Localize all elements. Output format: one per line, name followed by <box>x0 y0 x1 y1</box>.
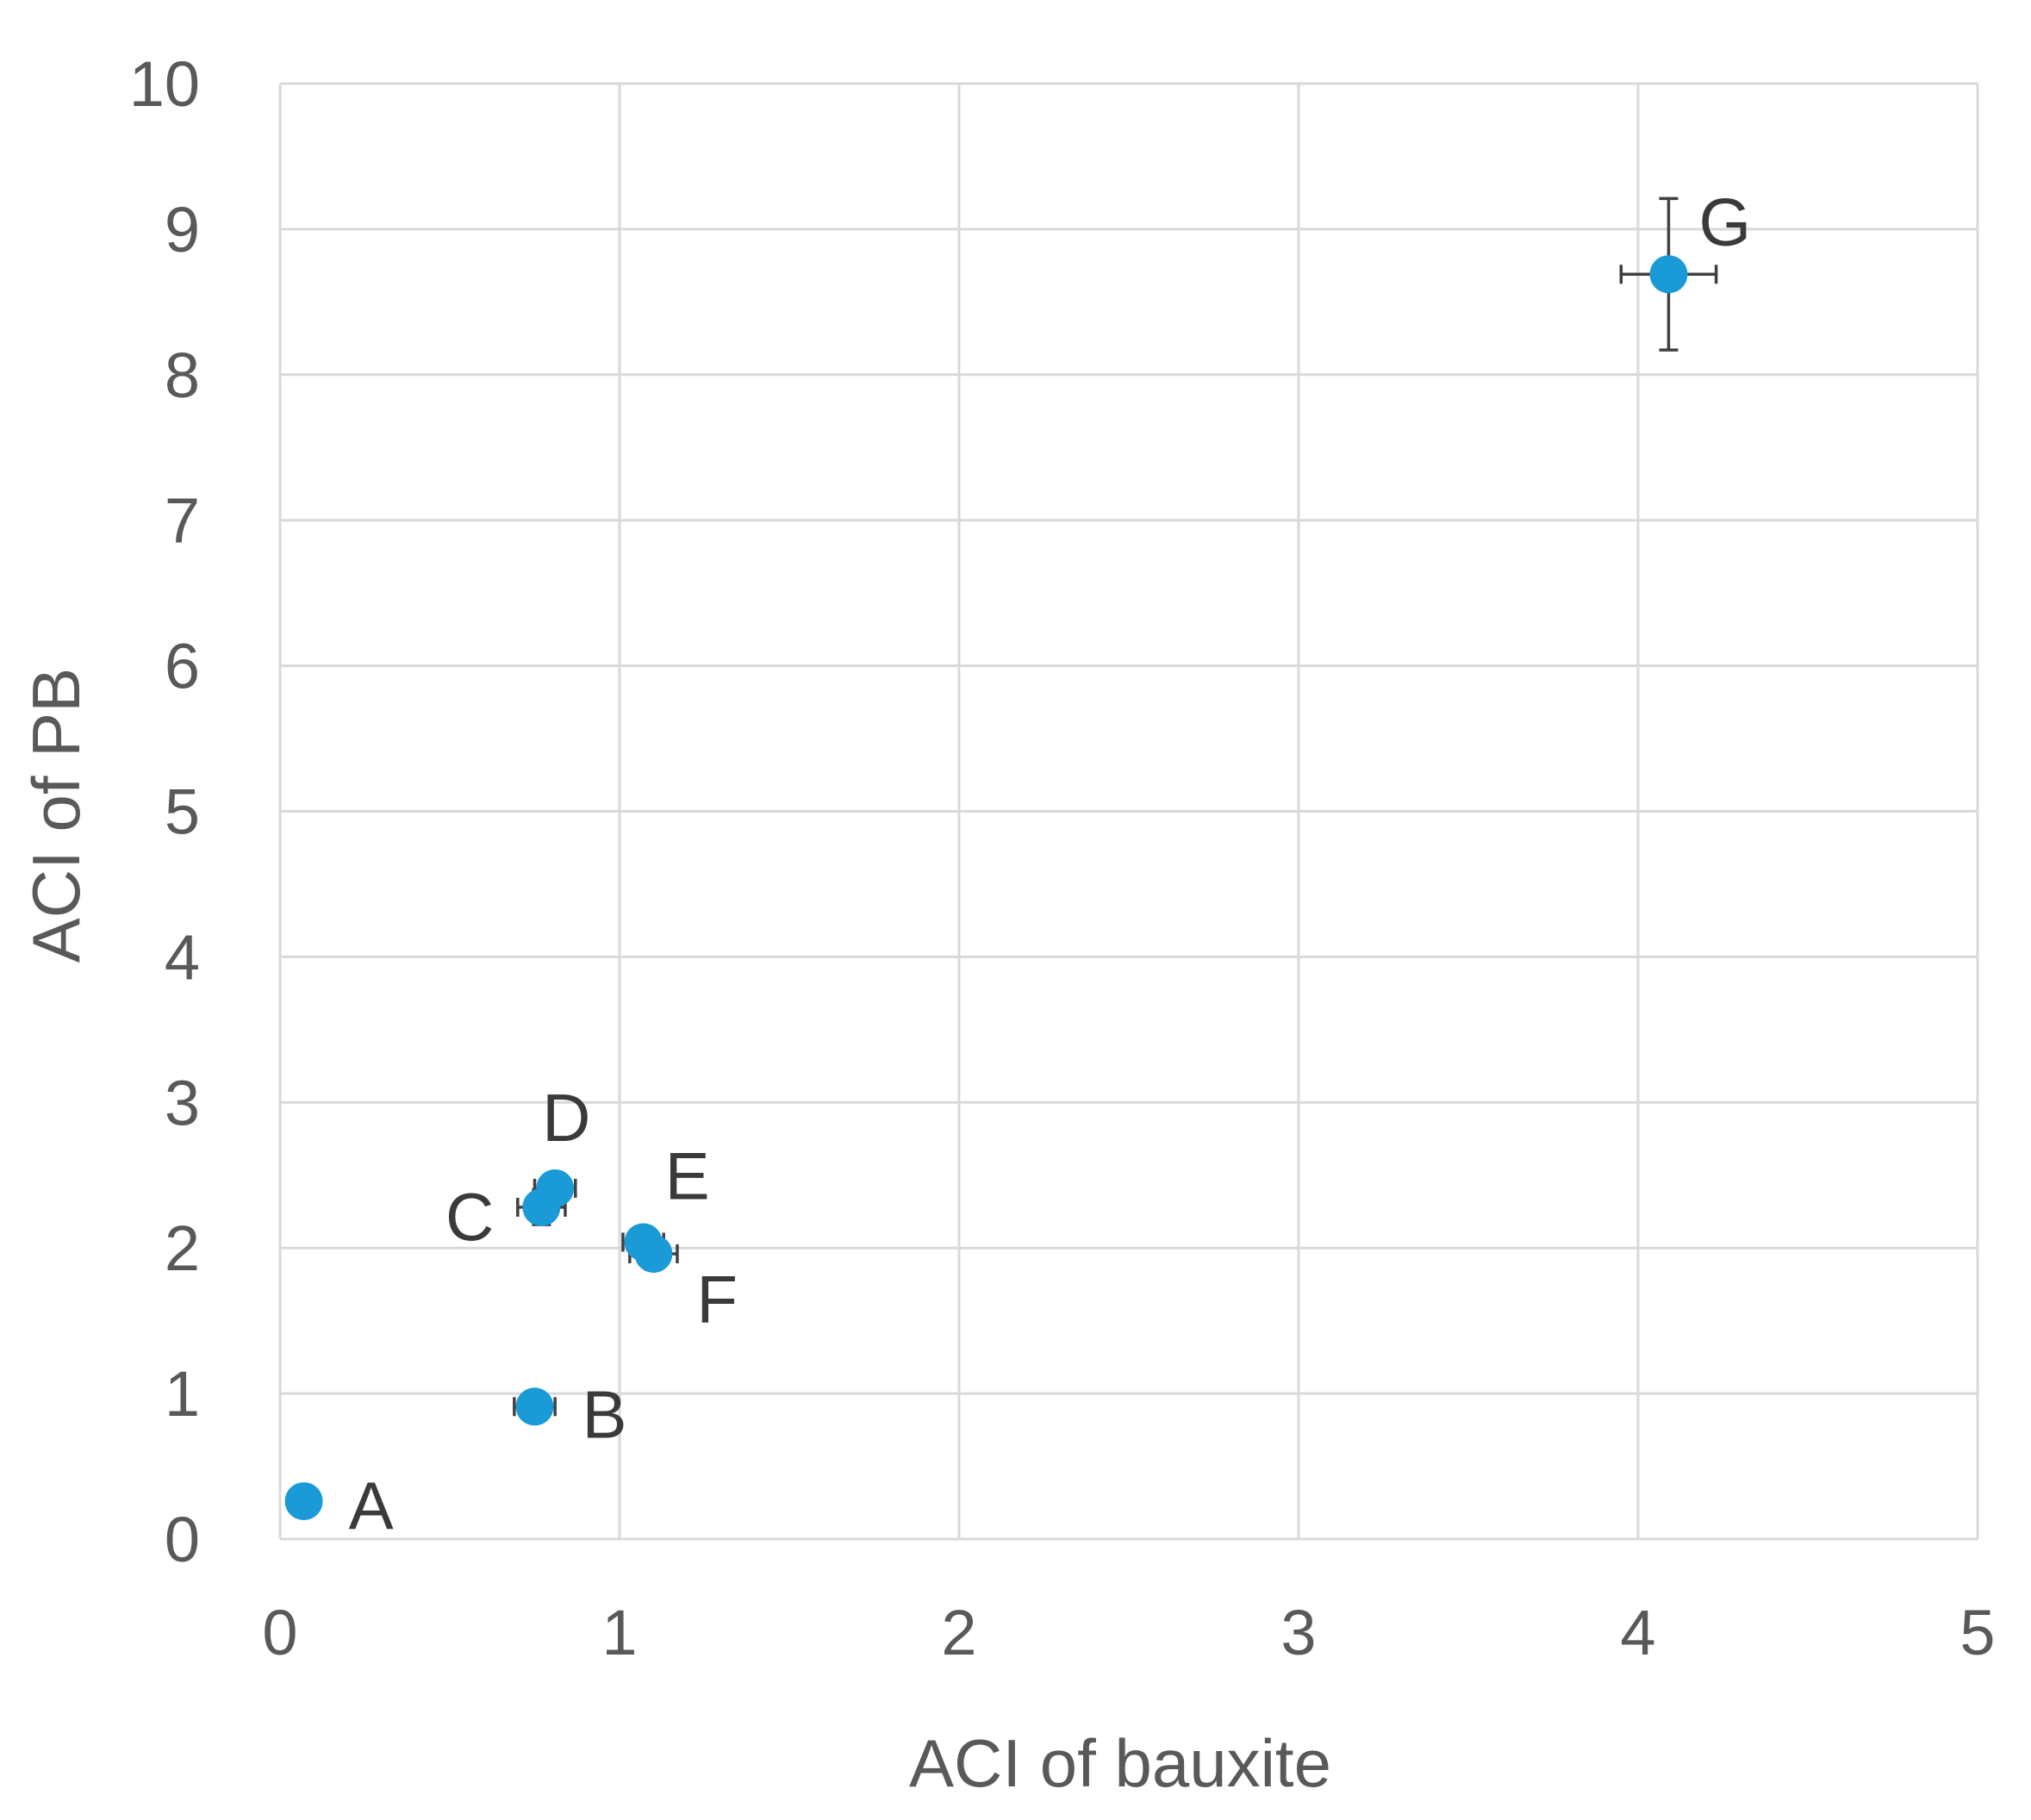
y-axis-title: ACI of PB <box>18 668 94 963</box>
x-tick-label: 2 <box>941 1597 976 1668</box>
x-tick-label: 1 <box>601 1597 637 1668</box>
data-point <box>536 1169 575 1207</box>
y-tick-label: 0 <box>165 1504 200 1575</box>
point-label: G <box>1698 184 1751 259</box>
grid <box>278 82 1979 1541</box>
point-label: C <box>445 1179 494 1255</box>
point-label: E <box>665 1138 710 1213</box>
x-axis-title: ACI of bauxite <box>909 1725 1331 1801</box>
point-label: B <box>583 1376 627 1452</box>
y-tick-label: 2 <box>165 1212 200 1284</box>
error-bars <box>513 196 1718 1418</box>
data-point <box>284 1482 323 1521</box>
y-tick-label: 10 <box>129 48 200 120</box>
y-tick-label: 7 <box>165 485 200 557</box>
y-tick-label: 4 <box>165 921 200 993</box>
y-tick-label: 5 <box>165 776 200 848</box>
data-point <box>1649 255 1688 294</box>
y-tick-label: 3 <box>165 1067 200 1138</box>
point-label: F <box>696 1262 738 1337</box>
x-tick-label: 0 <box>262 1597 297 1668</box>
y-tick-label: 6 <box>165 631 200 702</box>
point-label: A <box>349 1468 394 1543</box>
data-points <box>284 255 1688 1521</box>
x-tick-label: 4 <box>1620 1597 1655 1668</box>
data-point <box>634 1234 673 1273</box>
y-tick-label: 9 <box>165 194 200 265</box>
y-tick-label: 1 <box>165 1358 200 1430</box>
y-tick-label: 8 <box>165 340 200 411</box>
x-tick-label: 3 <box>1280 1597 1316 1668</box>
data-point <box>515 1387 554 1426</box>
x-tick-label: 5 <box>1959 1597 1995 1668</box>
tick-labels: 0 1 2 3 4 5 0 1 2 3 4 5 6 7 8 9 10 <box>129 48 1996 1668</box>
point-label: D <box>542 1080 590 1156</box>
